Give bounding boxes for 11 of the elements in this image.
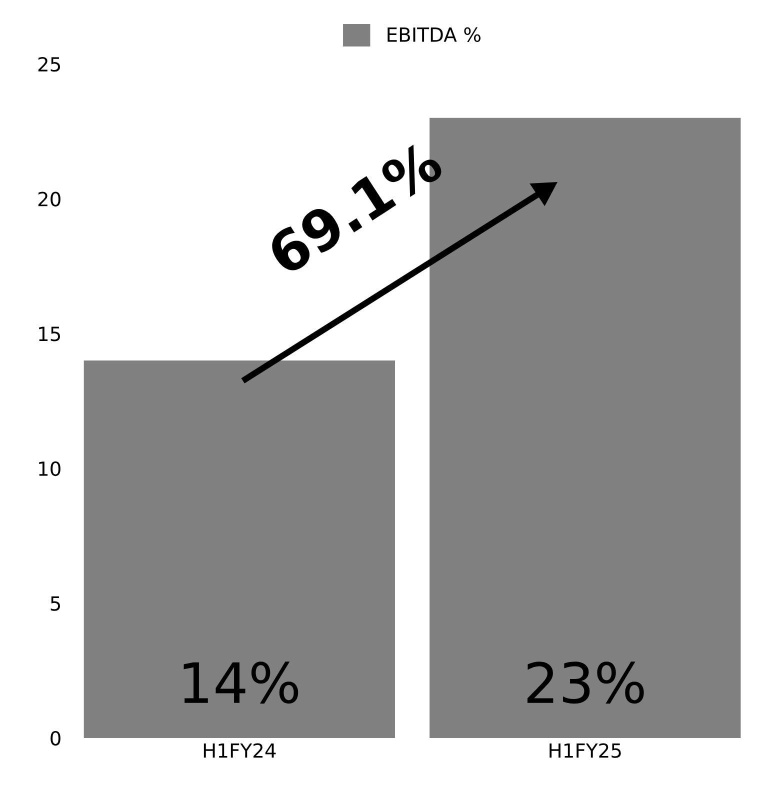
data-label: 23% <box>527 662 644 704</box>
y-tick-label: 5 <box>50 596 60 611</box>
y-tick-label: 20 <box>38 192 60 206</box>
y-tick-label: 25 <box>38 56 60 72</box>
data-label: 14% <box>184 662 298 704</box>
x-tick-label: H1FY24 <box>204 743 276 758</box>
y-tick-label: 10 <box>39 461 60 476</box>
x-tick-label: H1FY25 <box>550 743 621 758</box>
legend-label: EBITDA % <box>388 27 481 42</box>
y-tick-label: 0 <box>50 730 60 746</box>
y-tick-label: 15 <box>39 326 60 342</box>
